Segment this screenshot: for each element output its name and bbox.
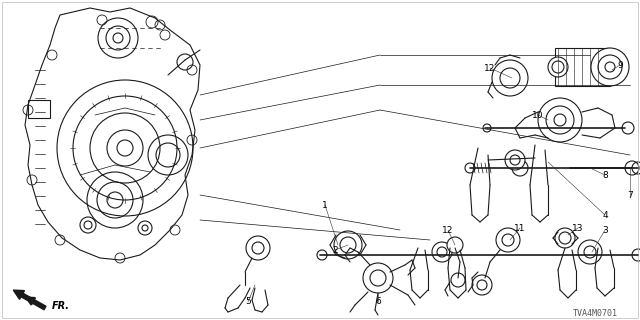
Circle shape [505, 150, 525, 170]
Text: 7: 7 [627, 190, 633, 199]
Circle shape [447, 237, 463, 253]
Text: 5: 5 [245, 298, 251, 307]
Circle shape [451, 273, 465, 287]
Text: 8: 8 [602, 171, 608, 180]
Circle shape [512, 160, 528, 176]
Text: 1: 1 [322, 201, 328, 210]
Circle shape [246, 236, 270, 260]
Circle shape [465, 163, 475, 173]
Text: 12: 12 [442, 226, 454, 235]
Circle shape [538, 98, 582, 142]
Text: 2: 2 [332, 245, 338, 254]
Text: 6: 6 [375, 298, 381, 307]
Circle shape [555, 228, 575, 248]
Circle shape [625, 161, 639, 175]
Text: 13: 13 [572, 223, 584, 233]
Circle shape [578, 240, 602, 264]
Circle shape [548, 57, 568, 77]
Circle shape [334, 231, 362, 259]
FancyArrow shape [13, 290, 46, 310]
Circle shape [472, 275, 492, 295]
Text: 4: 4 [602, 211, 608, 220]
Circle shape [363, 263, 393, 293]
FancyBboxPatch shape [555, 48, 610, 86]
Circle shape [432, 242, 452, 262]
Text: 11: 11 [515, 223, 525, 233]
Circle shape [591, 48, 629, 86]
Text: FR.: FR. [52, 301, 70, 311]
Circle shape [496, 228, 520, 252]
Circle shape [492, 60, 528, 96]
Text: 3: 3 [602, 226, 608, 235]
Text: TVA4M0701: TVA4M0701 [573, 308, 618, 317]
Text: 9: 9 [617, 60, 623, 69]
Text: 12: 12 [484, 63, 496, 73]
Text: 10: 10 [532, 110, 544, 119]
